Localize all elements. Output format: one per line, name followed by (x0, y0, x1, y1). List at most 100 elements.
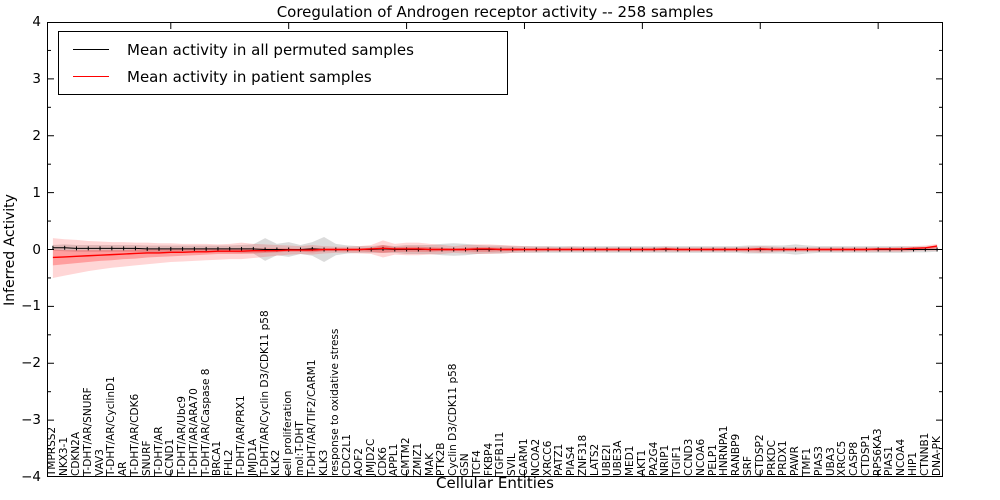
x-category-label: UBA3 (824, 447, 837, 476)
x-category-label: PIAS3 (812, 446, 825, 476)
x-category-label: JMJD2C (364, 438, 377, 476)
legend-line-red-icon (73, 76, 109, 77)
y-tick-label: 1 (32, 184, 41, 201)
x-category-label: PELP1 (706, 444, 719, 476)
x-category-label: UBE3A (612, 440, 625, 476)
patient-mean-line (52, 245, 938, 259)
x-category-label: TGFB1I1 (494, 431, 507, 476)
x-category-label: FHL2 (223, 449, 236, 476)
x-category-label: CDC2L1 (341, 434, 354, 476)
legend-item-patient: Mean activity in patient samples (59, 68, 507, 86)
x-category-label: GSN (459, 453, 472, 476)
x-category-label: AOF2 (352, 448, 365, 476)
x-category-label: CDK6 (376, 447, 389, 476)
x-category-label: AR (117, 461, 130, 476)
x-category-label: TMF1 (800, 447, 813, 476)
x-category-label: JMJD1A (246, 438, 259, 476)
x-category-label: MED1 (624, 445, 637, 476)
x-category-label: PATZ1 (553, 443, 566, 476)
x-category-label: RANBP9 (730, 433, 743, 476)
x-category-label: SRF (741, 455, 754, 476)
x-category-label: PA2G4 (647, 441, 660, 476)
chart-title: Coregulation of Androgen receptor activi… (276, 3, 714, 21)
x-category-label: TMPRSS2 (46, 426, 59, 476)
legend-label-permuted: Mean activity in all permuted samples (127, 40, 414, 59)
x-category-label: Cyclin D3/CDK11 p58 (447, 363, 460, 476)
x-category-label: RPS6KA3 (871, 428, 884, 476)
x-category-label: CDKN2A (69, 431, 82, 476)
x-category-label: FKBP4 (482, 442, 495, 476)
x-category-label: PRKDC (765, 440, 778, 476)
x-category-label: SNURF (140, 440, 153, 476)
x-category-label: UBE2I (600, 444, 613, 476)
plot-area: TMPRSS2 NKX3-1 CDKN2A T-DHT/AR/SNURF VAV3 T-D… (46, 22, 943, 477)
x-category-label: CASP8 (848, 441, 861, 476)
x-category-label: T-DHT/AR/TIF2/CARM1 (305, 359, 318, 476)
x-category-label: AKT1 (635, 449, 648, 476)
x-category-label: ZNF318 (576, 434, 589, 476)
y-tick-label: −3 (21, 412, 41, 429)
x-category-label: XRCC6 (541, 440, 554, 476)
x-category-label: CTDSP2 (753, 434, 766, 476)
x-category-label: PAWR (789, 446, 802, 476)
x-category-label: NCOA2 (529, 438, 542, 476)
y-tick-label: 4 (32, 14, 41, 30)
x-category-label: VAV3 (93, 449, 106, 476)
legend-label-patient: Mean activity in patient samples (127, 67, 372, 86)
x-category-label: PIAS1 (883, 446, 896, 476)
patient-band-outer (52, 238, 938, 278)
y-tick-label: −1 (21, 298, 41, 315)
x-category-label: T-DHT/AR/PRX1 (235, 395, 248, 476)
x-category-label: NCOA6 (694, 438, 707, 476)
y-tick-label: 2 (32, 127, 41, 144)
x-category-label: T-DHT/AR/Ubc9 (176, 396, 189, 476)
x-category-label: SVIL (506, 453, 519, 476)
x-category-label: CTNNB1 (918, 432, 931, 476)
x-category-label: BRCA1 (211, 440, 224, 476)
x-category-label: NCOA4 (895, 438, 908, 476)
x-category-label: T-DHT/AR (152, 426, 165, 476)
x-category-label: CARM1 (517, 438, 530, 476)
chart-canvas (47, 22, 943, 477)
legend: Mean activity in all permuted samples Me… (58, 31, 508, 95)
x-category-label: CMTM2 (400, 437, 413, 476)
y-tick-label: 0 (32, 241, 41, 258)
x-category-label: CTDSP1 (859, 434, 872, 476)
legend-item-permuted: Mean activity in all permuted samples (59, 41, 507, 59)
y-tick-label: −2 (21, 355, 41, 372)
x-category-label: CCND1 (164, 438, 177, 476)
x-category-label: KLK3 (317, 449, 330, 476)
x-category-label: T-DHT/AR/Cyclin D3/CDK11 p58 (258, 310, 271, 476)
x-category-label: ZMIZ1 (411, 442, 424, 476)
x-category-label: T-DHT/AR/CyclinD1 (105, 376, 118, 476)
x-category-label: KLK2 (270, 449, 283, 476)
x-category-label: T-DHT/AR/Caspase 8 (199, 368, 212, 476)
x-category-label: T-DHT/AR/SNURF (81, 387, 94, 476)
axes-frame (47, 22, 943, 477)
x-category-label: PIAS4 (565, 446, 578, 476)
x-category-label: HIP1 (907, 451, 920, 476)
x-category-label: cell proliferation (282, 390, 295, 476)
x-category-label: TGIF1 (671, 445, 684, 476)
x-category-label: XRCC5 (836, 440, 849, 476)
x-category-label: PRDX1 (777, 440, 790, 476)
y-tick-label: 3 (32, 70, 41, 87)
x-category-label: PTK2B (435, 442, 448, 476)
x-category-label: NRIP1 (659, 444, 672, 476)
x-category-label: T-DHT/AR/ARA70 (187, 388, 200, 476)
x-category-label: CCND3 (683, 438, 696, 476)
x-category-label: HNRNPA1 (718, 425, 731, 476)
x-category-label: DNA-PK (930, 436, 943, 476)
y-tick-label: −4 (21, 469, 41, 485)
x-category-label: NKX3-1 (58, 436, 71, 476)
x-category-label: T-DHT/AR/CDK6 (128, 393, 141, 476)
x-axis-label: Cellular Entities (436, 474, 554, 492)
x-category-label: MAK (423, 452, 436, 476)
x-category-label: APPL1 (388, 443, 401, 476)
x-category-label: response to oxidative stress (329, 328, 342, 476)
x-category-label: TCF4 (470, 450, 483, 476)
x-category-label: mol:T-DHT (293, 421, 306, 476)
legend-line-black-icon (73, 49, 109, 50)
x-category-label: LATS2 (588, 443, 601, 476)
